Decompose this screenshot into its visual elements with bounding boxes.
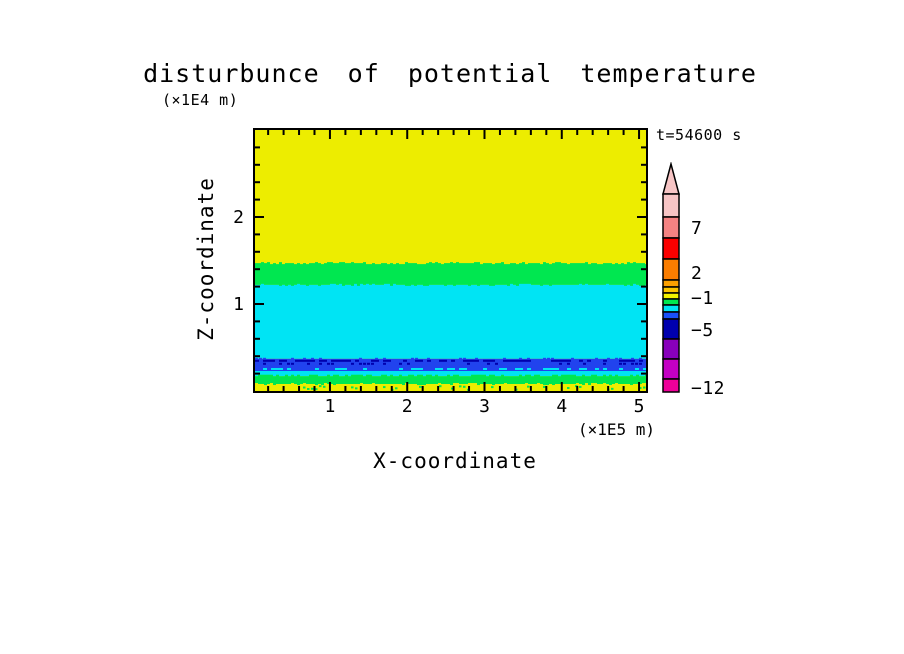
colorbar-cell-4 [662, 279, 680, 288]
colorbar-scale [662, 161, 680, 393]
x-tick-label-4: 4 [556, 396, 568, 417]
x-tick-label-2: 2 [401, 396, 413, 417]
band-bottom-yellow-layer [255, 384, 646, 391]
colorbar-cell-13 [662, 378, 680, 393]
colorbar [660, 161, 686, 396]
band-cyan-layer [255, 284, 646, 359]
colorbar-cell-12 [662, 358, 680, 380]
colorbar-cell-0 [662, 193, 680, 218]
y-axis-unit: (×1E4 m) [162, 91, 239, 109]
colorbar-cell-11 [662, 338, 680, 360]
colorbar-cell-3 [662, 258, 680, 281]
colorbar-label-2: 2 [691, 263, 703, 284]
colorbar-arrow [662, 161, 680, 195]
y-tick-label-2: 2 [233, 207, 244, 228]
x-axis-label: X-coordinate [373, 449, 537, 473]
x-tick-label-1: 1 [324, 396, 336, 417]
colorbar-cell-8 [662, 304, 680, 313]
band-blue-layer [255, 358, 646, 371]
colorbar-cell-1 [662, 216, 680, 239]
band-cyan-thin-layer [255, 371, 646, 377]
heatmap-plot [255, 130, 646, 391]
colorbar-cell-9 [662, 311, 680, 320]
heatmap-plot-frame [253, 128, 648, 393]
time-annotation: t=54600 s [656, 126, 742, 144]
colorbar-label--5: −5 [691, 320, 714, 341]
colorbar-cell-6 [662, 292, 680, 300]
colorbar-cell-10 [662, 318, 680, 340]
colorbar-label-7: 7 [691, 218, 703, 239]
colorbar-label--12: −12 [691, 378, 726, 399]
x-axis-unit: (×1E5 m) [577, 420, 655, 439]
x-tick-label-3: 3 [479, 396, 490, 417]
x-tick-label-5: 5 [633, 396, 645, 417]
z-axis-label: Z-coordinate [194, 177, 218, 341]
colorbar-cell-2 [662, 237, 680, 260]
colorbar-label--1: −1 [691, 288, 714, 309]
colorbar-cell-5 [662, 286, 680, 294]
band-upper-yellow-layer [255, 130, 646, 264]
y-tick-label-1: 1 [233, 294, 244, 315]
band-green-thin-layer [255, 376, 646, 384]
band-green-layer [255, 263, 646, 285]
colorbar-cell-7 [662, 298, 680, 306]
chart-title: disturbunce of potential temperature [143, 59, 757, 88]
